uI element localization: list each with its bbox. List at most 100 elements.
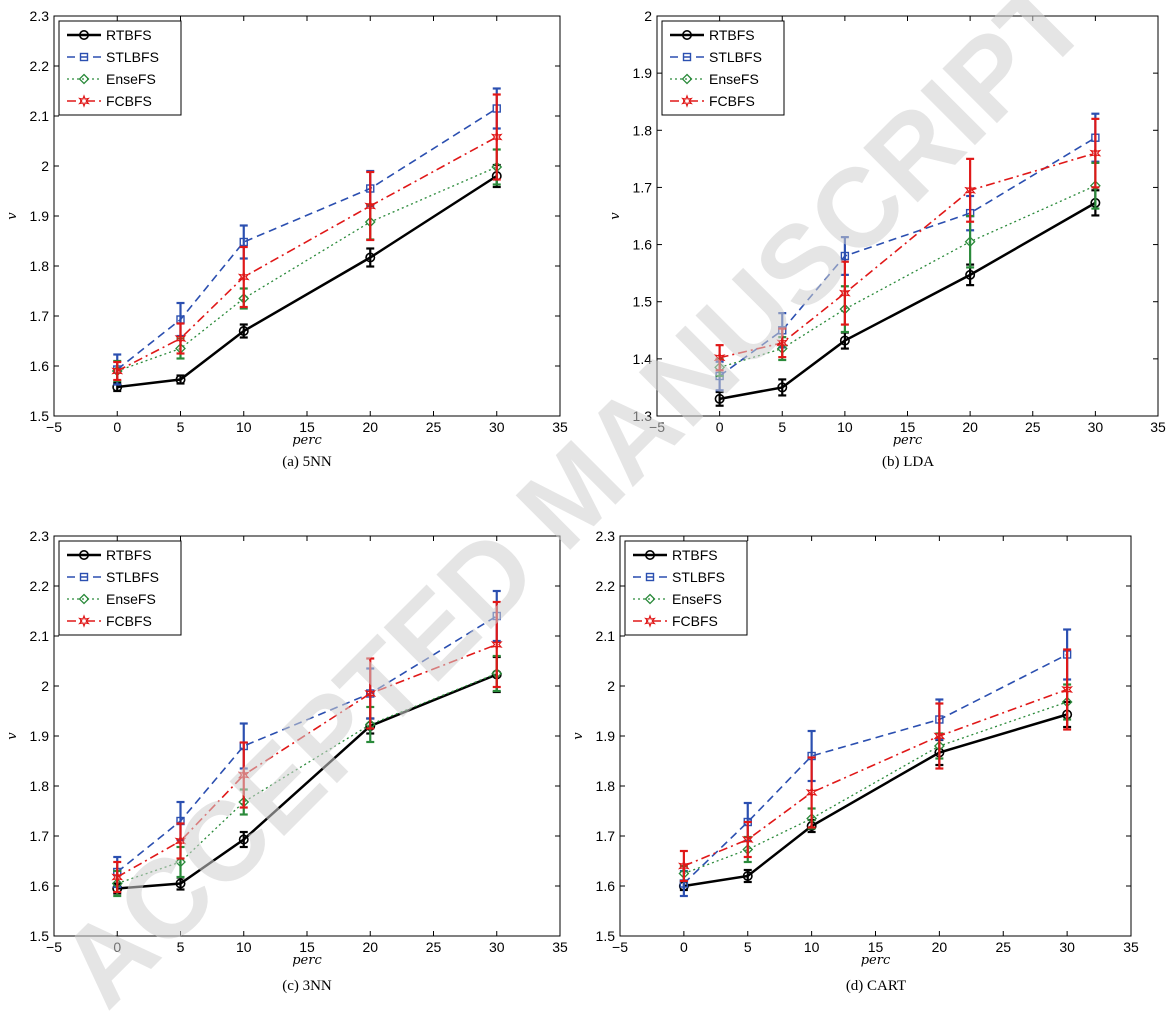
x-tick-label: 35 <box>552 939 568 955</box>
y-tick-label: 1.6 <box>30 358 50 374</box>
y-tick-label: 2.3 <box>596 528 616 544</box>
data-point <box>965 269 976 280</box>
series-line <box>683 701 1068 875</box>
data-point <box>238 834 249 845</box>
y-axis-label: v <box>608 212 623 220</box>
data-point <box>714 362 726 373</box>
legend-label: RTBFS <box>106 27 152 43</box>
y-tick-label: 2 <box>41 678 49 694</box>
y-tick-label: 1.6 <box>596 878 616 894</box>
x-tick-label: 20 <box>962 419 978 435</box>
y-tick-label: 1.7 <box>30 828 50 844</box>
y-tick-label: 1.6 <box>633 237 653 253</box>
x-tick-label: 0 <box>680 939 688 955</box>
legend-label: STLBFS <box>106 569 159 585</box>
legend-label: RTBFS <box>672 547 718 563</box>
series-rtbfs <box>678 700 1073 892</box>
data-point <box>741 832 754 847</box>
legend-marker <box>682 52 692 62</box>
data-point <box>1089 146 1102 160</box>
x-tick-label: 25 <box>426 419 442 435</box>
data-point <box>175 374 186 385</box>
series-line <box>117 174 498 389</box>
y-tick-label: 2.3 <box>30 8 50 24</box>
data-point <box>238 325 249 336</box>
y-tick-label: 1.8 <box>633 122 653 138</box>
data-point <box>365 252 376 263</box>
x-tick-label: 35 <box>552 419 568 435</box>
legend-marker <box>78 614 90 628</box>
legend-marker <box>79 572 89 582</box>
legend-label: FCBFS <box>106 613 152 629</box>
data-point <box>239 237 248 247</box>
x-tick-label: 30 <box>1088 419 1104 435</box>
y-tick-label: 1.9 <box>30 728 50 744</box>
x-axis-label: perc <box>861 953 891 968</box>
data-point <box>777 382 788 393</box>
x-tick-label: 10 <box>236 419 252 435</box>
series-line <box>683 713 1068 888</box>
x-tick-label: 15 <box>868 939 884 955</box>
data-point <box>364 686 377 701</box>
data-point <box>1089 180 1101 192</box>
x-tick-label: 30 <box>489 939 505 955</box>
y-tick-label: 1.9 <box>633 65 653 81</box>
series-fcbfs <box>713 117 1102 372</box>
data-point <box>364 199 377 213</box>
x-tick-label: 20 <box>932 939 948 955</box>
y-tick-label: 1.4 <box>633 351 653 367</box>
legend-marker <box>644 614 656 628</box>
legend-marker <box>644 549 655 560</box>
y-tick-label: 2.1 <box>30 628 50 644</box>
series-line <box>116 107 498 371</box>
y-tick-label: 1.8 <box>30 258 50 274</box>
series-line <box>116 615 498 873</box>
legend-marker <box>78 73 90 85</box>
series-line <box>683 688 1068 867</box>
legend-label: FCBFS <box>709 93 755 109</box>
data-point <box>838 286 851 300</box>
legend-label: EnseFS <box>106 591 156 607</box>
x-tick-label: 0 <box>113 419 121 435</box>
data-point <box>964 236 976 248</box>
y-tick-label: 1.9 <box>596 728 616 744</box>
chart-panel-3: −5 0 5 10 15 20 25 30 35 1.5 1.6 1.7 1.8 1.9 2 2.1 2.2 2.… <box>5 528 568 994</box>
series-ensefs <box>678 683 1073 883</box>
legend-marker <box>681 94 693 108</box>
x-tick-label: 35 <box>1150 419 1166 435</box>
legend-marker <box>681 73 693 85</box>
x-tick-label: 10 <box>236 939 252 955</box>
series-line <box>683 653 1068 885</box>
legend: RTBFS STLBFS EnseFS FCBFS <box>58 540 182 636</box>
data-point <box>175 878 186 889</box>
legend-marker <box>78 593 90 605</box>
legend-marker <box>681 29 692 40</box>
y-tick-label: 1.3 <box>633 408 653 424</box>
legend-label: FCBFS <box>672 613 718 629</box>
series-line <box>116 136 498 372</box>
y-tick-label: 1.5 <box>633 294 653 310</box>
series-stlbfs <box>679 628 1072 898</box>
data-point <box>111 870 124 884</box>
y-axis-label: v <box>5 212 20 220</box>
y-tick-label: 2.3 <box>30 528 50 544</box>
data-point <box>174 834 187 848</box>
chart-panel-4: −5 0 5 10 15 20 25 30 35 1.5 1.6 1.7 1.8 1.9 2 2.1 2.2 2.… <box>571 528 1139 994</box>
legend-label: EnseFS <box>106 71 156 87</box>
legend-label: FCBFS <box>106 93 152 109</box>
y-tick-label: 1.9 <box>30 208 50 224</box>
data-point <box>964 183 977 198</box>
legend-marker <box>79 549 90 560</box>
panels: −5 0 5 10 15 20 25 30 351.51.61.71.81.922.12.22.… <box>5 8 1166 994</box>
series-fcbfs <box>677 648 1074 883</box>
data-point <box>490 130 503 144</box>
y-tick-label: 1.6 <box>30 878 50 894</box>
series-rtbfs <box>714 189 1101 407</box>
legend-box <box>58 540 182 636</box>
data-point <box>839 335 850 346</box>
y-tick-label: 2.2 <box>596 578 616 594</box>
y-tick-label: 1.5 <box>30 408 50 424</box>
legend-marker <box>644 593 656 605</box>
x-tick-label: 15 <box>900 419 916 435</box>
